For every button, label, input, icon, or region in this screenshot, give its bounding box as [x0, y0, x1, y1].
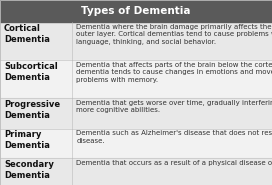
- Bar: [0, 60, 72, 98]
- Text: Dementia that occurs as a result of a physical disease or injury.: Dementia that occurs as a result of a ph…: [76, 160, 272, 166]
- Bar: [0, 158, 72, 185]
- Text: Dementia that affects parts of the brain below the cortex. Subcortical
dementia : Dementia that affects parts of the brain…: [76, 62, 272, 83]
- Text: Types of Dementia: Types of Dementia: [81, 6, 191, 16]
- Bar: [72, 129, 272, 158]
- Text: Cortical
Dementia: Cortical Dementia: [4, 24, 50, 44]
- Bar: [72, 98, 272, 129]
- Bar: [0, 129, 72, 158]
- Bar: [0, 0, 272, 22]
- Text: Subcortical
Dementia: Subcortical Dementia: [4, 62, 58, 82]
- Text: Dementia where the brain damage primarily affects the brain's cortex, or
outer l: Dementia where the brain damage primaril…: [76, 24, 272, 45]
- Text: Secondary
Dementia: Secondary Dementia: [4, 160, 54, 180]
- Text: Progressive
Dementia: Progressive Dementia: [4, 100, 60, 120]
- Text: Dementia such as Alzheimer's disease that does not result from any other
disease: Dementia such as Alzheimer's disease tha…: [76, 130, 272, 144]
- Bar: [0, 22, 72, 60]
- Bar: [0, 98, 72, 129]
- Bar: [72, 158, 272, 185]
- Text: Dementia that gets worse over time, gradually interfering with more and
more cog: Dementia that gets worse over time, grad…: [76, 100, 272, 113]
- Text: Primary
Dementia: Primary Dementia: [4, 130, 50, 150]
- Bar: [72, 60, 272, 98]
- Bar: [72, 22, 272, 60]
